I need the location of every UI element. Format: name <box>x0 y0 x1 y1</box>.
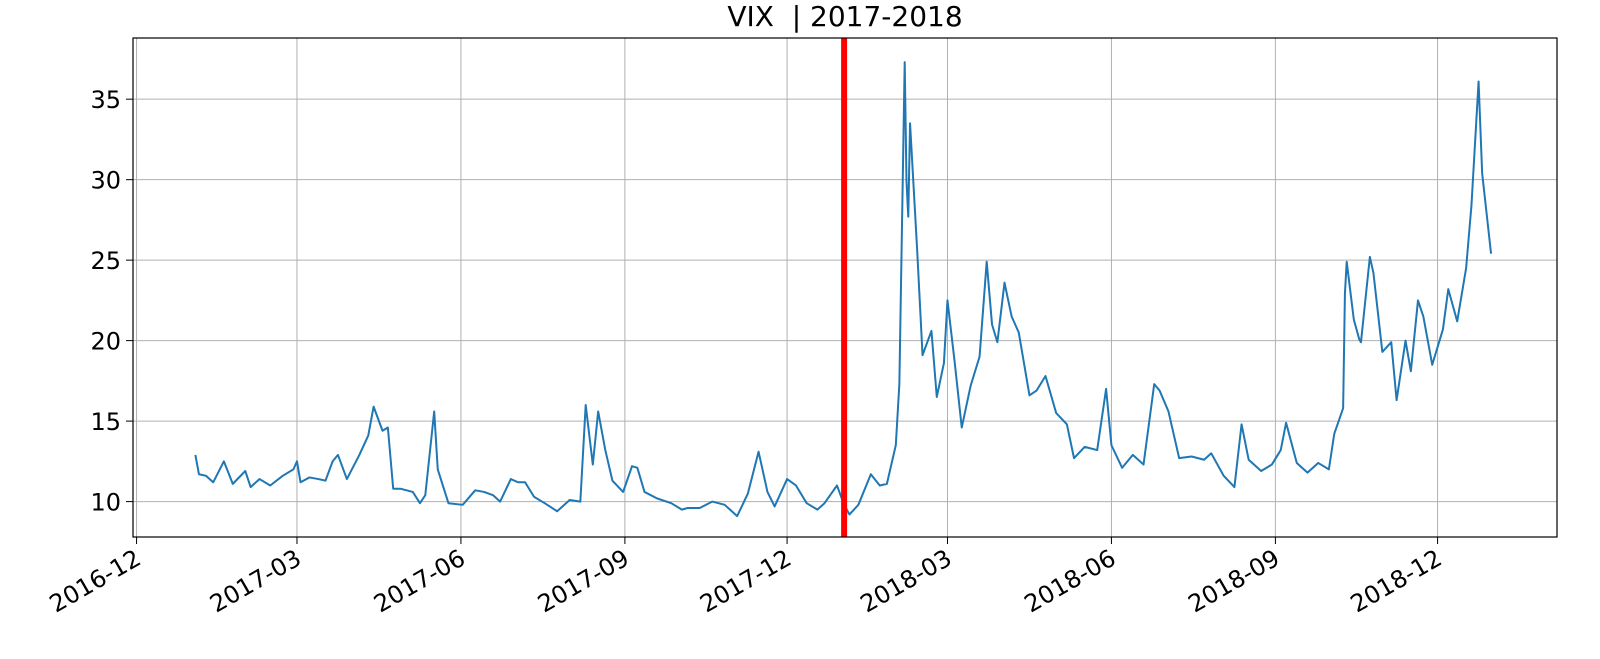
x-tick-label: 2017-03 <box>205 544 306 618</box>
x-tick-label: 2018-03 <box>856 544 957 618</box>
y-tick-label: 25 <box>90 247 121 275</box>
y-tick-label: 30 <box>90 167 121 195</box>
x-tick-label: 2017-06 <box>369 544 470 618</box>
x-tick-label: 2017-09 <box>533 544 634 618</box>
plot-frame <box>132 37 1558 538</box>
y-tick-label: 35 <box>90 86 121 114</box>
x-tick-label: 2018-12 <box>1346 544 1447 618</box>
line-series <box>194 61 1493 518</box>
chart-title: VIX | 2017-2018 <box>727 0 962 33</box>
x-tick-label: 2018-09 <box>1184 544 1285 618</box>
x-tick-label: 2018-06 <box>1020 544 1121 618</box>
y-tick-label: 15 <box>90 408 121 436</box>
x-tick-label: 2017-12 <box>695 544 796 618</box>
x-tick-label: 2016-12 <box>45 544 146 618</box>
y-tick-label: 10 <box>90 489 121 517</box>
y-tick-label: 20 <box>90 328 121 356</box>
